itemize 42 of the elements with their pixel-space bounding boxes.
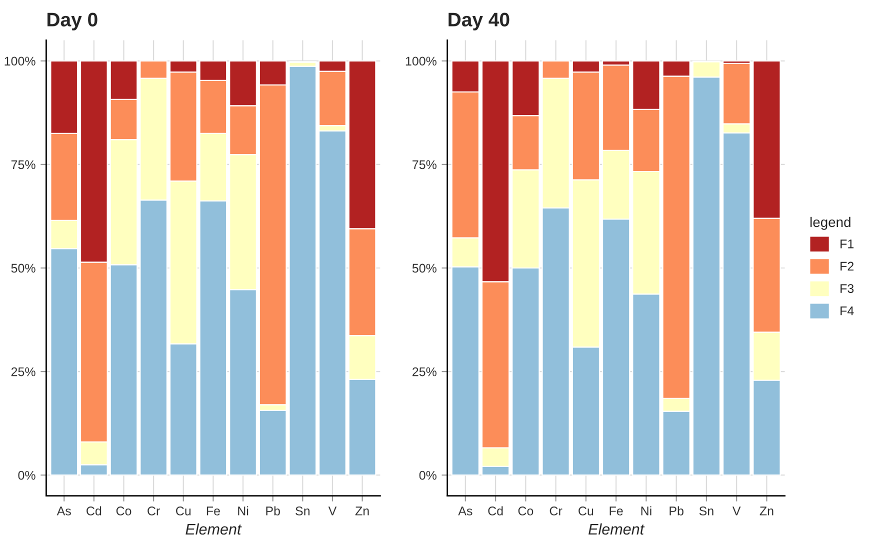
- x-tick-label: Pb: [266, 506, 280, 516]
- x-tick-label: Sn: [296, 506, 310, 516]
- x-tick-label: V: [732, 506, 741, 516]
- x-tick-label: Sn: [699, 506, 714, 516]
- legend-label: F4: [840, 306, 854, 316]
- y-tick-label: 100%: [406, 56, 436, 66]
- x-tick-label: V: [328, 506, 337, 516]
- x-axis-title: Element: [186, 523, 242, 535]
- y-tick-label: 25%: [11, 367, 36, 376]
- y-tick-label: 75%: [412, 160, 436, 170]
- legend-label: F2: [840, 262, 854, 271]
- x-tick-label: Co: [116, 506, 132, 516]
- y-tick-label: 75%: [11, 160, 36, 170]
- y-tick-label: 25%: [412, 367, 436, 376]
- legend-label: F1: [840, 240, 854, 248]
- x-tick-label: Pb: [670, 506, 684, 516]
- chart-title: Day 40: [448, 12, 510, 30]
- chart-title: Day 0: [48, 12, 98, 30]
- x-tick-label: Cd: [86, 506, 102, 516]
- x-tick-label: Ni: [641, 506, 652, 516]
- y-tick-label: 0%: [419, 470, 436, 480]
- x-tick-label: Co: [518, 506, 534, 516]
- x-tick-label: Zn: [760, 506, 774, 516]
- x-tick-label: Fe: [610, 506, 623, 516]
- x-tick-label: Cu: [176, 506, 191, 516]
- x-tick-label: Cd: [488, 506, 503, 516]
- x-tick-label: As: [56, 506, 71, 516]
- y-tick-label: 50%: [11, 264, 36, 273]
- x-tick-label: Ni: [238, 506, 248, 516]
- x-tick-label: Cr: [148, 506, 160, 516]
- x-tick-label: Fe: [206, 506, 220, 516]
- x-tick-label: Cu: [578, 506, 594, 516]
- x-tick-label: Cr: [550, 506, 562, 516]
- legend-label: F3: [840, 284, 854, 293]
- y-tick-label: 0%: [18, 470, 36, 480]
- x-axis-title: Element: [588, 523, 645, 535]
- bar: [318, 130, 346, 476]
- y-tick-label: 50%: [412, 264, 436, 273]
- legend-title: legend: [810, 216, 850, 230]
- x-tick-label: Zn: [355, 506, 369, 516]
- x-tick-label: As: [458, 506, 472, 516]
- y-tick-label: 100%: [4, 56, 36, 66]
